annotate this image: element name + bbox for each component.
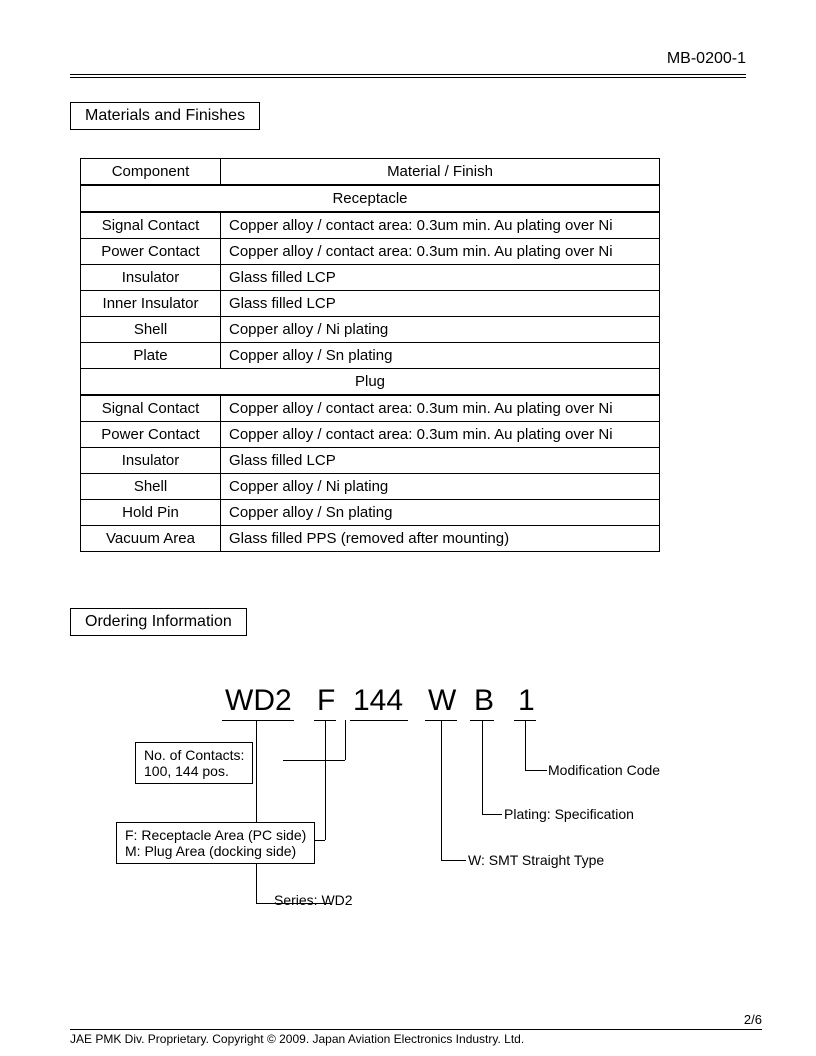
cell-comp: Shell <box>81 317 221 343</box>
callout-type-l2: M: Plug Area (docking side) <box>125 843 306 859</box>
cell-mat: Copper alloy / contact area: 0.3um min. … <box>221 239 660 265</box>
callout-mod: Modification Code <box>548 762 660 778</box>
cell-mat: Copper alloy / Ni plating <box>221 317 660 343</box>
cell-comp: Shell <box>81 474 221 500</box>
cell-mat: Copper alloy / contact area: 0.3um min. … <box>221 422 660 448</box>
cell-comp: Signal Contact <box>81 395 221 422</box>
pn-seg-mount: W <box>428 684 456 718</box>
cell-mat: Copper alloy / contact area: 0.3um min. … <box>221 395 660 422</box>
cell-mat: Glass filled PPS (removed after mounting… <box>221 526 660 552</box>
callout-contacts: No. of Contacts: 100, 144 pos. <box>135 742 253 784</box>
cell-comp: Power Contact <box>81 422 221 448</box>
callout-type-l1: F: Receptacle Area (PC side) <box>125 827 306 843</box>
group-receptacle: Receptacle <box>81 185 660 212</box>
cell-mat: Copper alloy / Ni plating <box>221 474 660 500</box>
callout-type: F: Receptacle Area (PC side) M: Plug Are… <box>116 822 315 864</box>
cell-comp: Vacuum Area <box>81 526 221 552</box>
col-material-header: Material / Finish <box>221 159 660 186</box>
cell-comp: Insulator <box>81 448 221 474</box>
col-component-header: Component <box>81 159 221 186</box>
cell-comp: Signal Contact <box>81 212 221 239</box>
callout-plating: Plating: Specification <box>504 806 634 822</box>
group-plug: Plug <box>81 369 660 396</box>
ordering-section-title: Ordering Information <box>70 608 247 636</box>
cell-mat: Glass filled LCP <box>221 448 660 474</box>
materials-section-title: Materials and Finishes <box>70 102 260 130</box>
callout-contacts-l1: No. of Contacts: <box>144 747 244 763</box>
cell-comp: Inner Insulator <box>81 291 221 317</box>
pn-seg-contacts: 144 <box>353 684 403 718</box>
header-rule <box>70 74 746 78</box>
pn-seg-mod: 1 <box>518 684 535 718</box>
cell-mat: Glass filled LCP <box>221 291 660 317</box>
cell-comp: Insulator <box>81 265 221 291</box>
pn-seg-plating: B <box>474 684 494 718</box>
page-footer: 2/6 JAE PMK Div. Proprietary. Copyright … <box>70 1012 762 1046</box>
materials-table: Component Material / Finish Receptacle S… <box>80 158 660 552</box>
cell-mat: Copper alloy / Sn plating <box>221 343 660 369</box>
footer-copyright: JAE PMK Div. Proprietary. Copyright © 20… <box>70 1032 762 1046</box>
callout-contacts-l2: 100, 144 pos. <box>144 763 244 779</box>
part-number-diagram: WD2 F 144 W B 1 <box>70 684 746 984</box>
cell-comp: Power Contact <box>81 239 221 265</box>
doc-number: MB-0200-1 <box>70 50 746 68</box>
cell-comp: Hold Pin <box>81 500 221 526</box>
cell-comp: Plate <box>81 343 221 369</box>
cell-mat: Glass filled LCP <box>221 265 660 291</box>
cell-mat: Copper alloy / contact area: 0.3um min. … <box>221 212 660 239</box>
pn-seg-series: WD2 <box>225 684 292 718</box>
callout-mounting: W: SMT Straight Type <box>468 852 604 868</box>
page-number: 2/6 <box>70 1012 762 1027</box>
cell-mat: Copper alloy / Sn plating <box>221 500 660 526</box>
callout-series: Series: WD2 <box>274 892 353 908</box>
pn-seg-type: F <box>317 684 335 718</box>
